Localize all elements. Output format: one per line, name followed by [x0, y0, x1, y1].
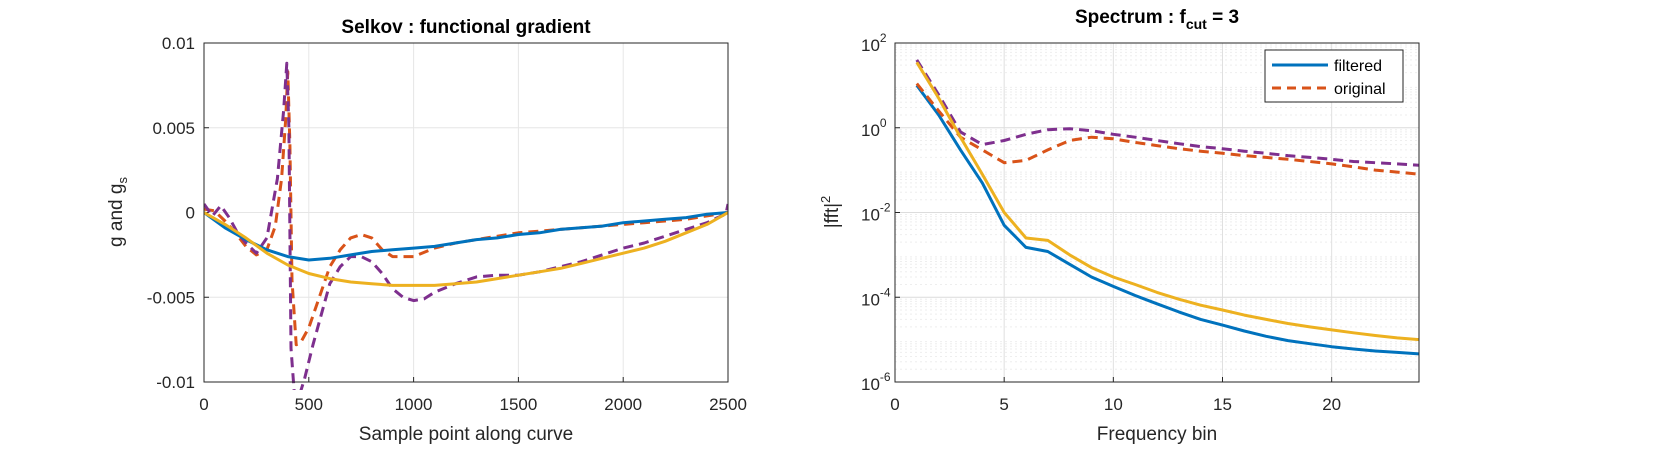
spectrum-plot-title: Spectrum : fcut = 3 — [1075, 7, 1239, 32]
series-line-filtered-smooth — [915, 61, 1419, 342]
x-tick-label: 1500 — [499, 395, 537, 414]
x-tick-label: 0 — [890, 395, 899, 414]
y-tick-label: 0.005 — [152, 119, 195, 138]
y-tick-label: 0 — [186, 204, 195, 223]
x-tick-label: 15 — [1213, 395, 1232, 414]
series-line-filtered-smooth — [204, 211, 728, 287]
title-subscript: cut — [1186, 16, 1207, 32]
y-label-superscript: 2 — [818, 196, 833, 203]
y-tick-labels: -0.01 -0.005 0 0.005 0.01 — [147, 34, 195, 392]
series-line-original-smooth — [915, 59, 1419, 167]
x-tick-label: 0 — [199, 395, 208, 414]
x-tick-label: 2500 — [709, 395, 747, 414]
legend-label-filtered: filtered — [1334, 58, 1382, 75]
axes-box — [894, 42, 1420, 383]
y-label-main: |fft| — [822, 203, 843, 228]
gradient-x-axis-label: Sample point along curve — [359, 424, 573, 445]
y-tick-label: 10-4 — [861, 285, 891, 309]
legend: filtered original — [1264, 49, 1404, 103]
gradient-plot-title: Selkov : functional gradient — [341, 17, 591, 38]
y-tick-label: 10-2 — [861, 201, 891, 225]
legend-label-original: original — [1334, 81, 1386, 98]
spectrum-y-axis-label: |fft|2 — [818, 196, 843, 229]
series-layer — [915, 59, 1419, 356]
y-tick-base: 10 — [861, 121, 880, 140]
y-label-subscript: s — [115, 177, 130, 184]
gradient-plot: 0 500 1000 1500 2000 2500 -0.01 -0.005 0 0.005 0.… — [106, 17, 747, 445]
y-tick-exponent: -2 — [880, 201, 891, 215]
legend-box — [1264, 49, 1404, 103]
y-tick-label: -0.005 — [147, 288, 195, 307]
y-tick-exponent: 2 — [880, 31, 887, 45]
y-tick-label: 0.01 — [162, 34, 195, 53]
y-tick-label: 100 — [861, 116, 887, 140]
y-tick-exponent: 0 — [880, 116, 887, 130]
y-tick-base: 10 — [861, 375, 880, 394]
x-tick-labels: 0 5 10 15 20 — [890, 395, 1341, 414]
y-label-main: g and g — [106, 184, 127, 247]
x-tick-label: 500 — [295, 395, 323, 414]
x-tick-labels: 0 500 1000 1500 2000 2500 — [199, 395, 747, 414]
y-tick-label: 10-6 — [861, 370, 891, 394]
y-tick-label: 102 — [861, 31, 887, 55]
axes-box — [203, 42, 729, 383]
x-tick-label: 1000 — [395, 395, 433, 414]
series-line-original — [915, 82, 1419, 176]
y-tick-base: 10 — [861, 36, 880, 55]
series-line-filtered — [204, 211, 728, 262]
title-tail: = 3 — [1207, 7, 1239, 28]
title-main: Spectrum : f — [1075, 7, 1187, 28]
y-tick-base: 10 — [861, 206, 880, 225]
y-tick-exponent: -4 — [880, 285, 891, 299]
series-line-filtered-g-s- — [204, 61, 728, 390]
x-tick-label: 10 — [1104, 395, 1123, 414]
spectrum-x-axis-label: Frequency bin — [1097, 424, 1217, 445]
y-tick-base: 10 — [861, 290, 880, 309]
x-tick-label: 5 — [999, 395, 1008, 414]
series-line-filtered — [915, 84, 1419, 356]
x-tick-label: 20 — [1322, 395, 1341, 414]
gradient-y-axis-label: g and gs — [106, 177, 130, 247]
y-tick-exponent: -6 — [880, 370, 891, 384]
series-layer — [204, 61, 728, 390]
x-tick-label: 2000 — [604, 395, 642, 414]
y-tick-label: -0.01 — [156, 373, 195, 392]
